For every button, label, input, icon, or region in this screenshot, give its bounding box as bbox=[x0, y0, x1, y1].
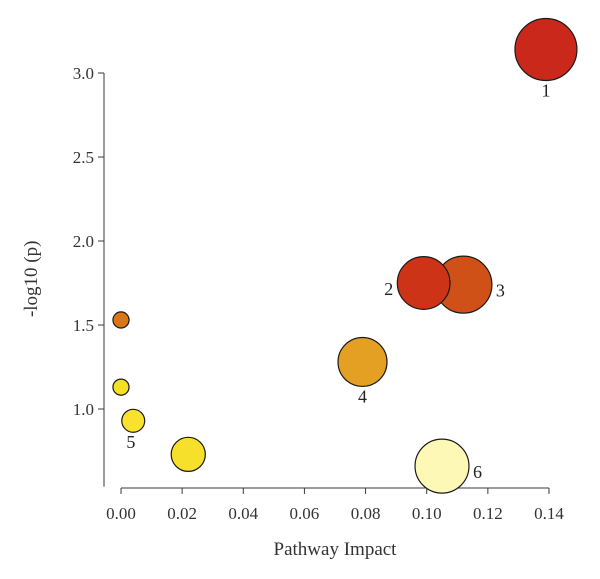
point-label: 2 bbox=[384, 279, 393, 299]
x-tick-label: 0.12 bbox=[473, 504, 503, 523]
point-label: 1 bbox=[541, 80, 550, 100]
y-tick-label: 2.5 bbox=[73, 148, 94, 167]
x-tick-label: 0.14 bbox=[534, 504, 564, 523]
point-label: 3 bbox=[496, 281, 505, 301]
x-tick-label: 0.10 bbox=[412, 504, 442, 523]
bubble-point bbox=[112, 378, 130, 396]
x-tick-label: 0.04 bbox=[228, 504, 258, 523]
point-label: 6 bbox=[473, 462, 482, 482]
x-axis-title: Pathway Impact bbox=[274, 539, 398, 560]
bubble-point bbox=[396, 256, 451, 310]
axes bbox=[103, 73, 549, 489]
point-label: 4 bbox=[358, 386, 367, 406]
bubble-point bbox=[112, 311, 130, 329]
y-tick-label: 2.0 bbox=[73, 232, 94, 251]
y-axis-title: -log10 (p) bbox=[21, 241, 42, 318]
y-tick-label: 3.0 bbox=[73, 64, 94, 83]
x-tick-label: 0.02 bbox=[167, 504, 197, 523]
x-tick-label: 0.08 bbox=[351, 504, 381, 523]
x-tick-label: 0.00 bbox=[106, 504, 136, 523]
x-ticks: 0.00 0.02 0.04 0.06 0.08 0.10 0.12 0.14 bbox=[106, 488, 564, 523]
bubble-point bbox=[414, 438, 470, 494]
point-label: 5 bbox=[126, 432, 135, 452]
y-tick-label: 1.5 bbox=[73, 316, 94, 335]
bubbles bbox=[112, 17, 578, 494]
bubble-point bbox=[170, 436, 206, 473]
y-tick-label: 1.0 bbox=[73, 400, 94, 419]
bubble-point bbox=[121, 408, 146, 433]
bubble-point bbox=[514, 17, 578, 82]
point-labels: 1 2 3 4 5 6 bbox=[126, 80, 550, 482]
bubble-point bbox=[337, 336, 388, 388]
y-ticks: 1.0 1.5 2.0 2.5 3.0 bbox=[73, 64, 104, 419]
x-tick-label: 0.06 bbox=[290, 504, 320, 523]
